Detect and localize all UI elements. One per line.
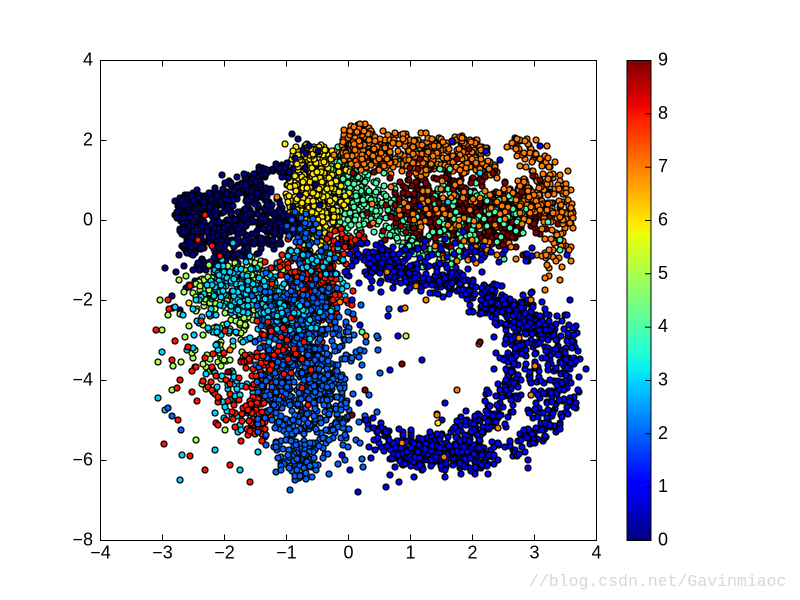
svg-text:−4: −4	[72, 370, 93, 390]
svg-text:−2: −2	[214, 543, 235, 563]
svg-text:1: 1	[405, 543, 415, 563]
svg-text:−8: −8	[72, 530, 93, 550]
svg-text:0: 0	[343, 543, 353, 563]
svg-text:−1: −1	[276, 543, 297, 563]
svg-text:4: 4	[591, 543, 601, 563]
svg-text:−3: −3	[152, 543, 173, 563]
svg-text:2: 2	[83, 130, 93, 150]
svg-text:4: 4	[83, 50, 93, 70]
svg-text:−4: −4	[90, 543, 111, 563]
svg-text:3: 3	[529, 543, 539, 563]
svg-text:2: 2	[467, 543, 477, 563]
svg-text:0: 0	[83, 210, 93, 230]
svg-text:−6: −6	[72, 450, 93, 470]
svg-text:−2: −2	[72, 290, 93, 310]
